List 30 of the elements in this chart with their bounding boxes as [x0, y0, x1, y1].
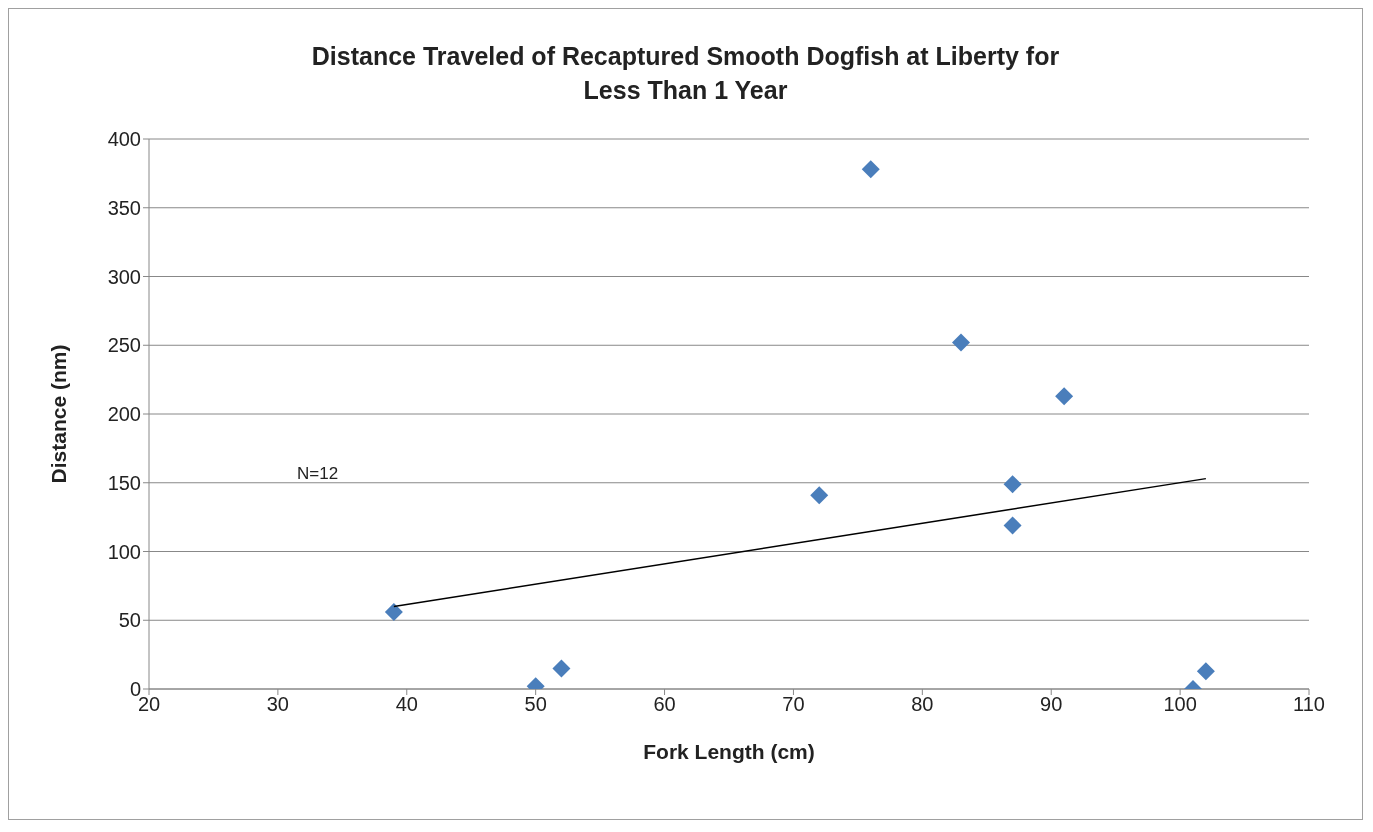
x-axis-title: Fork Length (cm): [643, 740, 815, 763]
x-tick-label: 80: [911, 693, 934, 716]
chart-title: Distance Traveled of Recaptured Smooth Dogfish at Liberty for Less Than 1 Year: [310, 41, 1061, 106]
y-tick-label: 100: [107, 540, 141, 563]
x-tick-label: 100: [1163, 693, 1197, 716]
point: [1055, 387, 1074, 406]
y-tick-label: 150: [107, 471, 141, 494]
x-tick-label: 110: [1293, 693, 1325, 716]
y-axis-title: Distance (nm): [47, 344, 71, 484]
point: [1003, 516, 1022, 535]
y-tick-label: 300: [107, 265, 141, 288]
point: [810, 486, 829, 505]
point: [1196, 662, 1215, 681]
x-tick-label: 60: [653, 693, 676, 716]
y-tick-label: 50: [118, 609, 141, 632]
y-tick-label: 400: [107, 128, 141, 151]
x-tick-label: 70: [782, 693, 805, 716]
point: [552, 659, 571, 678]
point: [384, 603, 403, 621]
annotation: N=12: [297, 464, 339, 484]
point: [952, 333, 970, 352]
y-tick-label: 200: [107, 403, 141, 426]
y-tick-label: 350: [107, 196, 141, 219]
x-tick-label: 40: [395, 693, 418, 716]
x-tick-label: 50: [524, 693, 547, 716]
y-tick-label: 250: [107, 334, 141, 357]
point: [861, 160, 880, 179]
x-tick-label: 30: [266, 693, 290, 716]
x-tick-label: 90: [1040, 693, 1063, 716]
point: [1003, 475, 1022, 494]
